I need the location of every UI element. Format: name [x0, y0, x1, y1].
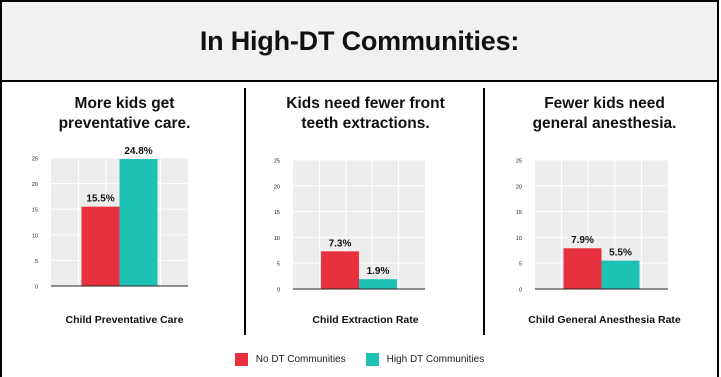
y-tick-label: 20	[274, 184, 280, 190]
chart-title-line-2: general anesthesia.	[532, 115, 677, 132]
y-tick-label: 5	[35, 259, 38, 265]
y-tick-label: 20	[32, 182, 38, 188]
bar-high-dt	[601, 260, 640, 289]
bar-high-dt	[359, 279, 397, 289]
data-label: 15.5%	[86, 194, 114, 205]
chart-title-line-2: preventative care.	[58, 115, 191, 132]
bar-chart-anesthesia-rate: 0 5 10 15 20 25 7.9% 5.5%	[516, 159, 668, 294]
y-tick-label: 10	[32, 233, 38, 239]
legend: No DT Communities High DT Communities	[2, 353, 717, 366]
data-label: 24.8%	[124, 146, 152, 157]
chart-title: More kids get preventative care.	[6, 94, 243, 134]
legend-label: High DT Communities	[386, 354, 485, 365]
bar-high-dt	[119, 159, 158, 286]
y-tick-label: 15	[32, 208, 38, 214]
chart-panel-extraction-rate: Kids need fewer front teeth extractions.…	[247, 82, 484, 335]
chart-title: Kids need fewer front teeth extractions.	[247, 94, 484, 134]
legend-item-high-dt: High DT Communities	[365, 353, 485, 366]
data-label: 1.9%	[367, 266, 390, 277]
x-axis-title: Child Extraction Rate	[312, 314, 419, 326]
legend-swatch	[365, 353, 379, 366]
y-tick-label: 25	[516, 159, 522, 165]
header: In High-DT Communities:	[2, 2, 717, 82]
bar-no-dt	[321, 251, 359, 289]
y-tick-label: 0	[35, 285, 38, 291]
y-tick-label: 15	[516, 210, 522, 216]
legend-label: No DT Communities	[255, 354, 346, 365]
chart-panel-preventative-care: More kids get preventative care. 0 5 10 15 2…	[6, 82, 243, 335]
bar-chart-preventative-care: 0 5 10 15 20 25 15.5% 24.8%	[32, 146, 188, 291]
y-tick-label: 10	[274, 236, 280, 242]
y-tick-label: 0	[277, 288, 280, 294]
chart-title-line-1: More kids get	[74, 95, 175, 112]
panel-divider	[244, 88, 246, 335]
data-label: 5.5%	[609, 248, 632, 259]
bar-no-dt	[81, 206, 120, 286]
chart-title-line-2: teeth extractions.	[301, 115, 430, 132]
y-tick-label: 0	[519, 288, 522, 294]
page-title: In High-DT Communities:	[199, 25, 520, 56]
y-tick-label: 15	[274, 210, 280, 216]
bar-chart-extraction-rate: 0 5 10 15 20 25 7.3% 1.9%	[274, 159, 425, 294]
chart-title: Fewer kids need general anesthesia.	[486, 94, 721, 134]
bar-no-dt	[563, 248, 602, 289]
y-tick-label: 25	[32, 157, 38, 163]
y-tick-label: 25	[274, 159, 280, 165]
y-tick-label: 10	[516, 236, 522, 242]
chart-panel-anesthesia-rate: Fewer kids need general anesthesia. 0 5 10…	[486, 82, 721, 335]
y-tick-label: 20	[516, 184, 522, 190]
chart-title-line-1: Fewer kids need	[544, 95, 665, 112]
legend-swatch	[234, 353, 248, 366]
legend-item-no-dt: No DT Communities	[234, 353, 346, 366]
x-axis-title: Child General Anesthesia Rate	[528, 314, 681, 326]
data-label: 7.9%	[571, 235, 594, 246]
panel-divider	[483, 88, 485, 335]
y-tick-label: 5	[519, 262, 522, 268]
data-label: 7.3%	[329, 238, 352, 249]
x-axis-title: Child Preventative Care	[65, 314, 184, 326]
chart-title-line-1: Kids need fewer front	[286, 95, 445, 112]
y-tick-label: 5	[277, 262, 280, 268]
